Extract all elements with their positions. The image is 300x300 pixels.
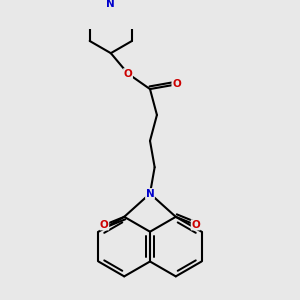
Text: N: N [146, 189, 154, 199]
Text: O: O [172, 80, 181, 89]
Text: O: O [124, 69, 132, 79]
Text: N: N [106, 0, 115, 9]
Text: O: O [191, 220, 200, 230]
Text: O: O [100, 220, 109, 230]
